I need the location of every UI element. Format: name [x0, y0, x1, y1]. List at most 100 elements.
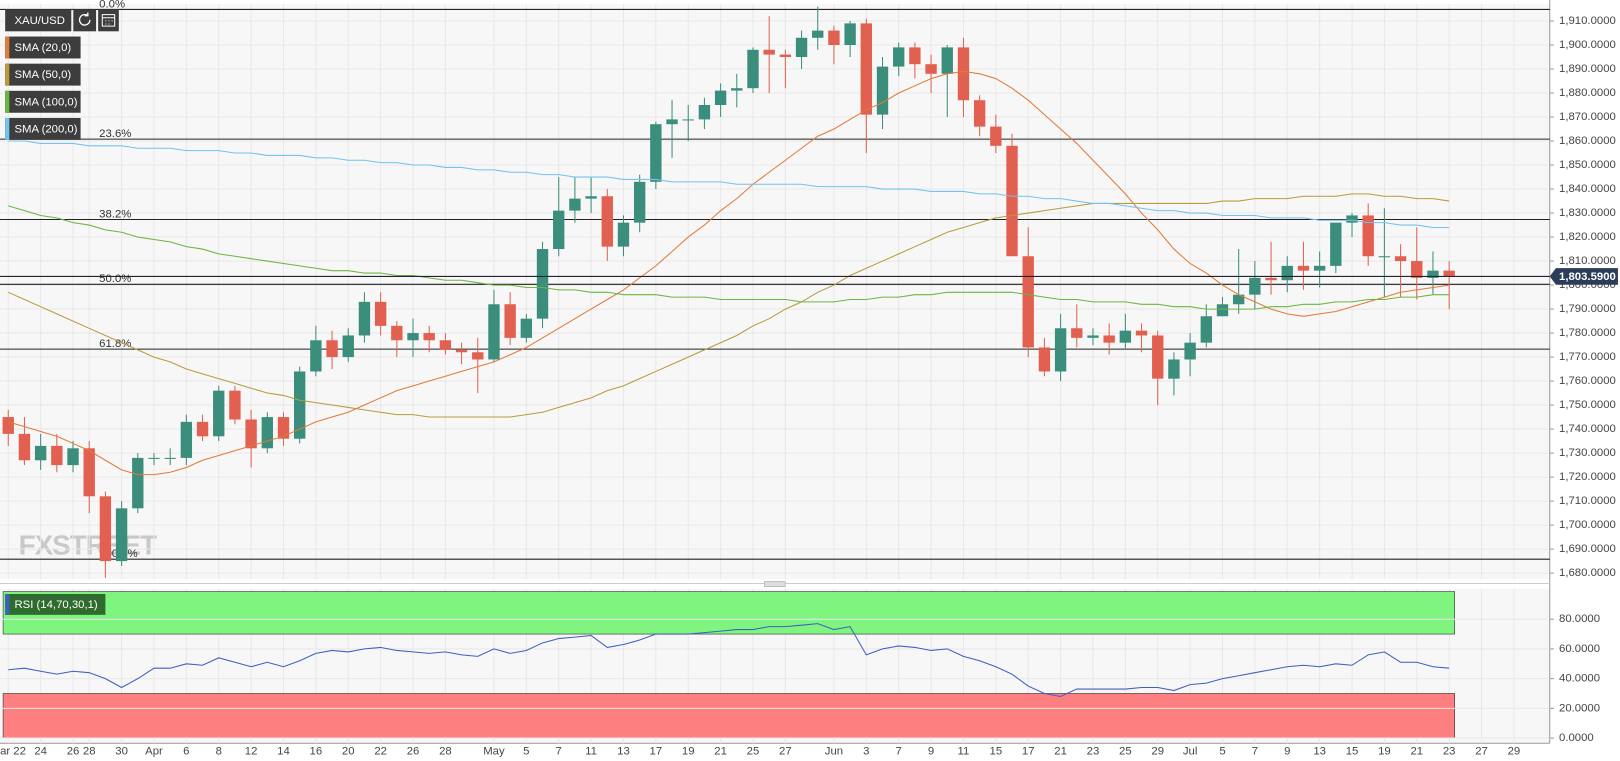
x-tick-label: 23: [1087, 746, 1100, 758]
x-tick-label: 17: [1022, 746, 1035, 758]
y-tick-label: 1,880.0000: [1559, 87, 1616, 99]
candle-body: [1038, 347, 1051, 372]
candle-body: [1103, 335, 1115, 343]
symbol: XAU/USD: [14, 15, 64, 27]
legend-box[interactable]: [5, 90, 81, 113]
x-tick-label: Apr: [145, 746, 163, 758]
legend-box[interactable]: [5, 36, 81, 59]
y-tick-label: 1,790.0000: [1559, 303, 1616, 315]
watermark: FXSTREET: [19, 529, 157, 560]
x-tick-label: 8: [216, 746, 222, 758]
fib-label: 23.6%: [99, 128, 131, 140]
candle-body: [472, 352, 484, 360]
candle-body: [439, 340, 452, 350]
candle-body: [1232, 294, 1245, 305]
y-tick-label: 1,780.0000: [1559, 327, 1616, 339]
calendar-icon: [101, 14, 116, 27]
candle-body: [115, 508, 128, 562]
candle-body: [342, 335, 354, 358]
divider-handle[interactable]: [764, 581, 786, 587]
refresh-button[interactable]: [73, 9, 97, 32]
candle-body: [1411, 261, 1423, 278]
y-tick-label: 1,900.0000: [1559, 39, 1616, 51]
candle-body: [1152, 335, 1164, 379]
rsi-legend-label: RSI (14,70,30,1): [14, 599, 97, 611]
rsi-y-tick-label: 0.0000: [1559, 732, 1594, 744]
candle-body: [698, 105, 711, 120]
candle-body: [860, 23, 873, 115]
y-tick-label: 1,820.0000: [1559, 231, 1616, 243]
x-tick-label: 20: [342, 746, 355, 758]
x-tick-label: 3: [863, 746, 869, 758]
x-tick-label: 23: [1443, 746, 1456, 758]
candle-body: [18, 433, 31, 461]
candle-body: [601, 196, 613, 247]
candle-body: [1022, 256, 1034, 348]
candle-body: [714, 90, 727, 106]
x-tick-label: 16: [310, 746, 323, 758]
x-tick-label: 28: [439, 746, 452, 758]
oversold-band: [2, 693, 1456, 739]
legend-box[interactable]: [5, 117, 81, 140]
candle-body: [731, 88, 743, 91]
candle-body: [196, 421, 209, 437]
candle-body: [391, 325, 403, 341]
candle-body: [1265, 277, 1277, 281]
candle-body: [844, 23, 856, 45]
candle-body: [1216, 304, 1229, 317]
candle-body: [455, 349, 468, 353]
x-tick-label: 13: [617, 746, 630, 758]
candle-body: [973, 100, 986, 127]
y-tick-label: 1,690.0000: [1559, 543, 1616, 555]
candle-body: [51, 445, 63, 466]
candle-body: [1443, 270, 1455, 277]
symbol-box[interactable]: [5, 9, 72, 32]
legend-label: SMA (200,0): [14, 123, 77, 135]
candle-body: [245, 419, 257, 449]
fib-label: 0.0%: [99, 0, 125, 10]
sma-line: [8, 70, 1450, 476]
candle-body: [633, 181, 646, 223]
x-tick-label: 6: [183, 746, 189, 758]
candle-body: [1281, 265, 1293, 281]
candle-body: [34, 445, 47, 461]
candle-body: [213, 390, 225, 437]
y-tick-label: 1,740.0000: [1559, 423, 1616, 435]
candle-body: [1200, 316, 1212, 343]
y-tick-label: 1,710.0000: [1559, 495, 1616, 507]
y-tick-label: 1,910.0000: [1559, 15, 1616, 27]
candle-body: [1249, 277, 1261, 295]
price-panel: [0, 4, 1550, 580]
candle-body: [941, 47, 953, 74]
candle-body: [1135, 330, 1148, 336]
x-tick-label: 27: [779, 746, 792, 758]
rsi-line: [8, 623, 1450, 698]
sma-line: [8, 193, 1450, 418]
last-price-label: 1,803.5900: [1559, 271, 1616, 283]
x-tick-label: 29: [1151, 746, 1164, 758]
candle-body: [536, 249, 549, 319]
x-tick-label: 21: [1054, 746, 1067, 758]
y-tick-label: 1,730.0000: [1559, 447, 1616, 459]
legend-box[interactable]: [5, 63, 81, 86]
candle-body: [1378, 256, 1391, 258]
rsi-legend-swatch: [5, 593, 10, 615]
refresh-icon: [78, 12, 91, 26]
candle-body: [67, 448, 79, 466]
candle-body: [83, 448, 95, 497]
candle-body: [1362, 215, 1374, 257]
fib-label: 61.8%: [99, 338, 131, 350]
x-tick-label: 25: [1119, 746, 1132, 758]
candle-body: [180, 421, 193, 458]
rsi-legend-box[interactable]: [5, 593, 106, 615]
candle-body: [277, 417, 290, 439]
candle-body: [1071, 328, 1083, 338]
x-tick-label: 9: [1284, 746, 1290, 758]
candle-body: [779, 54, 792, 57]
fib-label: 38.2%: [99, 208, 131, 220]
x-tick-label: 25: [747, 746, 760, 758]
x-tick-label: 24: [34, 746, 47, 758]
candle-body: [488, 304, 500, 360]
